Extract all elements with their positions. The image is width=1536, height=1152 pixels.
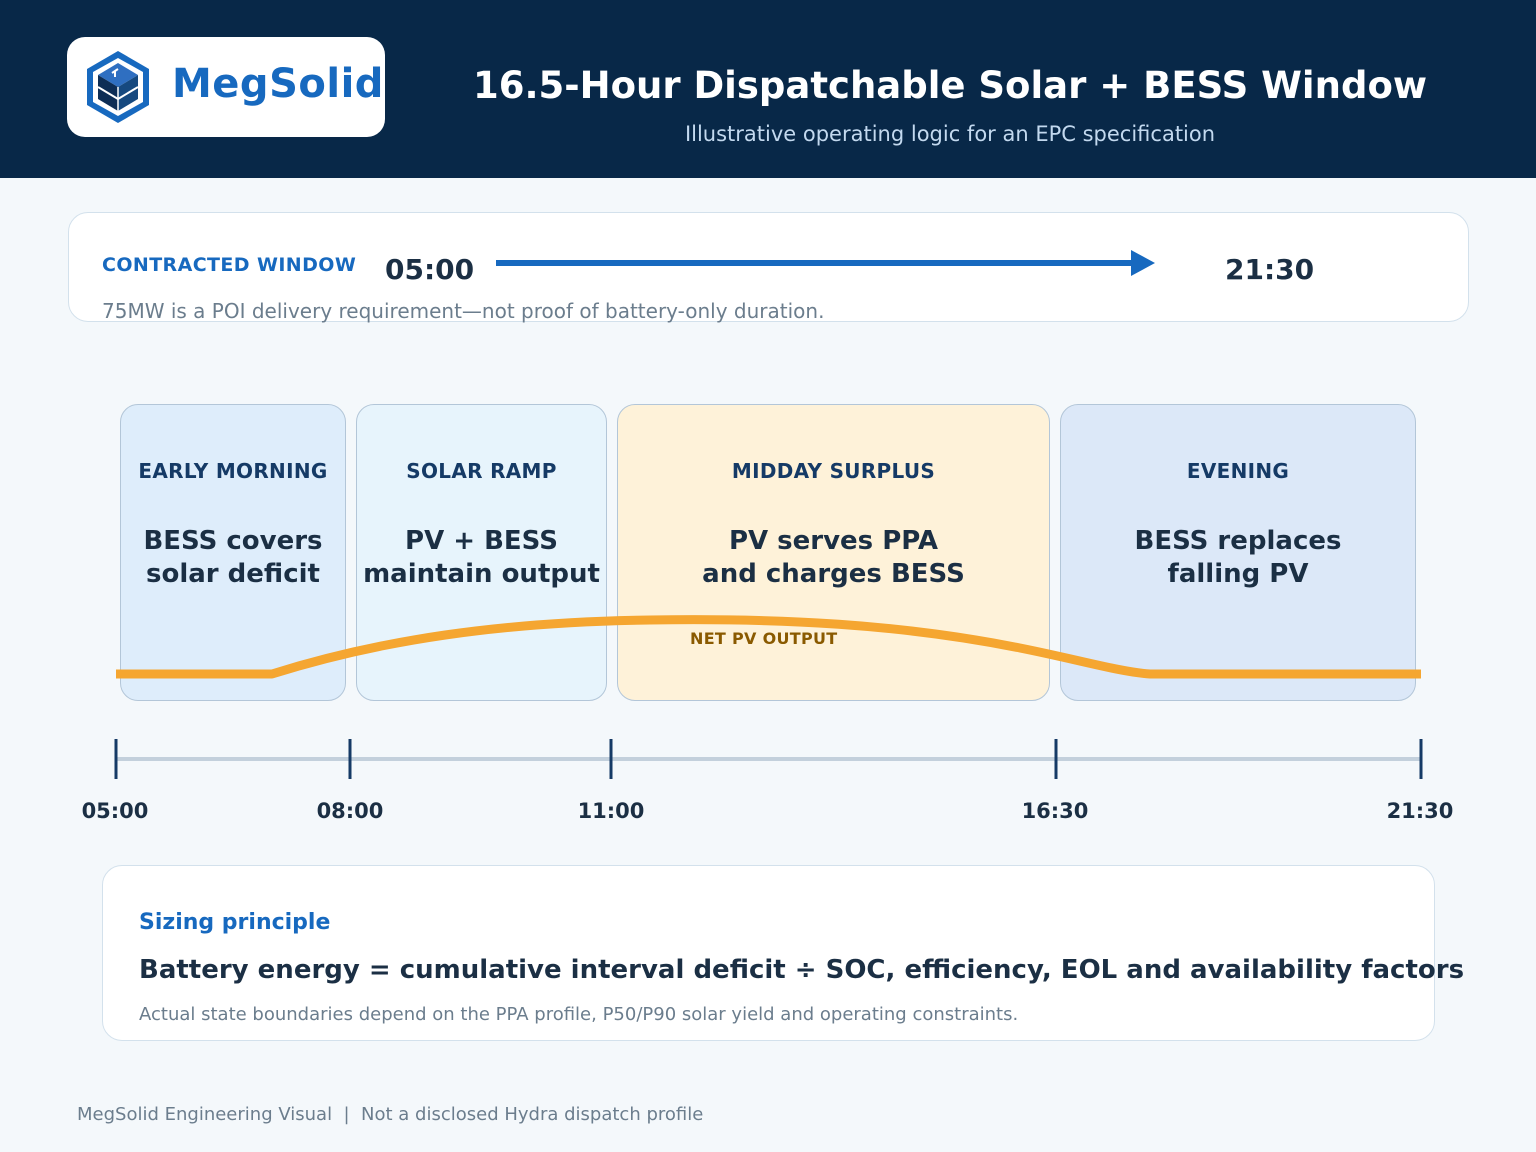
- net-pv-output-label: NET PV OUTPUT: [690, 629, 838, 648]
- phase-evening: EVENING BESS replaces falling PV: [1060, 404, 1416, 701]
- tick-label: 16:30: [1021, 799, 1089, 823]
- sizing-principle-card: Sizing principle Battery energy = cumula…: [102, 865, 1464, 1041]
- phase-early-morning: EARLY MORNING BESS covers solar deficit: [120, 404, 346, 701]
- logo: MegSolid: [67, 37, 385, 137]
- phase-description: BESS replaces falling PV: [1061, 525, 1415, 591]
- tick-label: 05:00: [81, 799, 149, 823]
- phase-line: PV + BESS: [405, 526, 558, 556]
- page-subtitle: Illustrative operating logic for an EPC …: [684, 122, 1216, 146]
- logo-text: MegSolid: [172, 61, 384, 107]
- tick-label: 08:00: [316, 799, 384, 823]
- header-banner: MegSolid 16.5-Hour Dispatchable Solar + …: [0, 0, 1536, 178]
- tick-label: 21:30: [1386, 799, 1454, 823]
- phase-line: maintain output: [363, 559, 600, 589]
- phase-description: BESS covers solar deficit: [121, 525, 345, 591]
- tick-label: 11:00: [577, 799, 645, 823]
- phase-heading: EVENING: [1186, 459, 1290, 483]
- phase-line: falling PV: [1167, 559, 1309, 589]
- phase-description: PV serves PPA and charges BESS: [618, 525, 1049, 591]
- phase-heading: EARLY MORNING: [138, 459, 328, 483]
- phase-line: BESS covers: [143, 526, 323, 556]
- phase-description: PV + BESS maintain output: [357, 525, 606, 591]
- sizing-note: Actual state boundaries depend on the PP…: [139, 1004, 1019, 1025]
- sizing-formula: Battery energy = cumulative interval def…: [139, 955, 1465, 985]
- phase-solar-ramp: SOLAR RAMP PV + BESS maintain output: [356, 404, 607, 701]
- footer-text: MegSolid Engineering Visual | Not a disc…: [77, 1104, 704, 1125]
- footer-note: MegSolid Engineering Visual | Not a disc…: [77, 1104, 703, 1125]
- window-note: 75MW is a POI delivery requirement—not p…: [102, 299, 825, 323]
- window-start-time: 05:00: [385, 253, 475, 286]
- cube-logo-icon: [87, 51, 149, 123]
- phase-line: solar deficit: [146, 559, 320, 589]
- window-end-time: 21:30: [1225, 253, 1315, 286]
- phase-heading: MIDDAY SURPLUS: [731, 459, 936, 483]
- phase-line: PV serves PPA: [728, 526, 939, 556]
- sizing-label: Sizing principle: [139, 910, 331, 935]
- phase-line: and charges BESS: [702, 559, 965, 589]
- page-title: 16.5-Hour Dispatchable Solar + BESS Wind…: [472, 64, 1428, 107]
- phase-line: BESS replaces: [1134, 526, 1342, 556]
- window-label: CONTRACTED WINDOW: [102, 254, 357, 276]
- phase-heading: SOLAR RAMP: [406, 459, 557, 483]
- right-arrow-icon: [496, 250, 1155, 276]
- contracted-window-card: CONTRACTED WINDOW 05:00 21:30 75MW is a …: [68, 212, 1469, 323]
- phase-midday-surplus: MIDDAY SURPLUS PV serves PPA and charges…: [617, 404, 1050, 701]
